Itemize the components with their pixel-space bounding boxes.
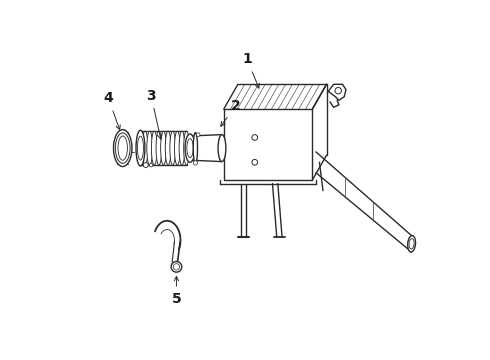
Circle shape bbox=[335, 87, 342, 94]
Ellipse shape bbox=[185, 134, 195, 162]
Ellipse shape bbox=[118, 136, 127, 160]
Circle shape bbox=[149, 163, 153, 167]
Ellipse shape bbox=[187, 139, 193, 158]
Ellipse shape bbox=[179, 131, 185, 165]
Text: 2: 2 bbox=[220, 99, 241, 126]
Ellipse shape bbox=[409, 239, 414, 249]
Ellipse shape bbox=[137, 136, 144, 160]
Ellipse shape bbox=[174, 131, 180, 165]
Ellipse shape bbox=[142, 131, 148, 165]
Circle shape bbox=[173, 264, 180, 270]
Circle shape bbox=[252, 159, 258, 165]
Ellipse shape bbox=[170, 131, 175, 165]
Text: 4: 4 bbox=[104, 91, 120, 130]
Ellipse shape bbox=[161, 131, 166, 165]
Ellipse shape bbox=[218, 135, 226, 162]
Circle shape bbox=[171, 261, 182, 272]
Circle shape bbox=[143, 163, 148, 168]
Ellipse shape bbox=[184, 131, 189, 165]
Circle shape bbox=[252, 135, 258, 140]
Ellipse shape bbox=[151, 131, 157, 165]
Ellipse shape bbox=[136, 130, 145, 166]
Ellipse shape bbox=[114, 130, 132, 167]
Ellipse shape bbox=[165, 131, 171, 165]
Circle shape bbox=[196, 133, 200, 136]
Ellipse shape bbox=[147, 131, 152, 165]
Circle shape bbox=[193, 161, 197, 165]
Ellipse shape bbox=[156, 131, 162, 165]
Ellipse shape bbox=[408, 236, 416, 252]
Text: 3: 3 bbox=[146, 89, 162, 139]
Text: 5: 5 bbox=[172, 276, 181, 306]
Text: 1: 1 bbox=[242, 53, 259, 88]
Ellipse shape bbox=[115, 133, 130, 163]
Ellipse shape bbox=[138, 131, 143, 165]
Ellipse shape bbox=[193, 132, 197, 163]
